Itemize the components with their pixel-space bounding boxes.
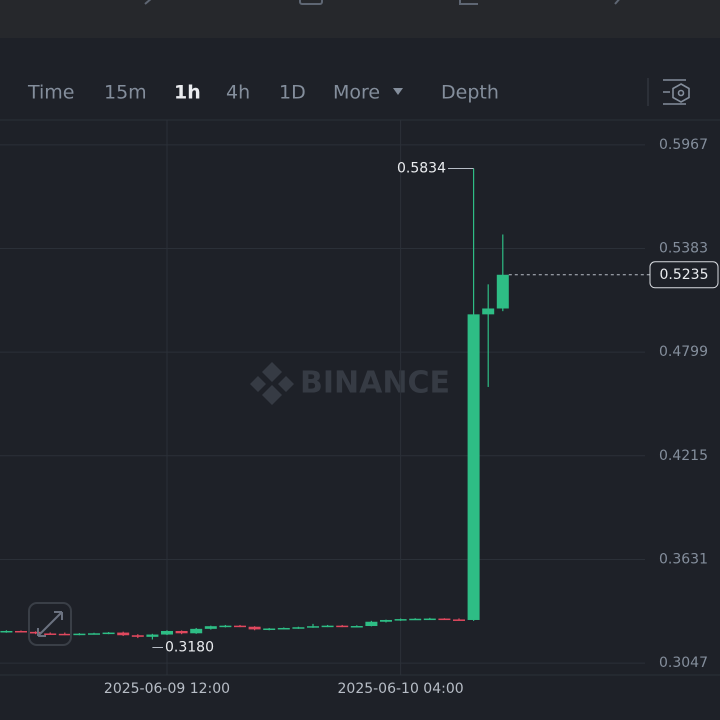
candle-body bbox=[453, 619, 465, 621]
interval-tab[interactable]: 1h bbox=[174, 82, 201, 104]
candle-body bbox=[234, 625, 246, 628]
candle-body bbox=[29, 631, 42, 634]
candle-body bbox=[117, 632, 130, 636]
last-price-box bbox=[649, 261, 719, 289]
y-tick-label: 0.4799 bbox=[659, 344, 708, 360]
candle-body bbox=[248, 626, 261, 630]
toolbar: Time 15m 1h 4h 1D More Depth bbox=[27, 82, 499, 104]
interval-tab[interactable]: 1D bbox=[279, 82, 306, 104]
candle-body bbox=[365, 621, 378, 627]
candle-body bbox=[146, 634, 159, 637]
candle-body bbox=[102, 632, 115, 635]
settings-icon[interactable] bbox=[663, 79, 690, 105]
candle-body bbox=[219, 625, 232, 628]
y-tick-label: 0.3047 bbox=[659, 655, 708, 671]
x-tick-label: 2025-06-10 04:00 bbox=[338, 681, 464, 697]
watermark: BINANCE bbox=[250, 362, 450, 405]
candle-body bbox=[467, 314, 480, 620]
interval-tab[interactable]: 15m bbox=[104, 82, 147, 104]
interval-tab[interactable]: Time bbox=[27, 82, 75, 104]
dropdown-arrow bbox=[393, 88, 403, 95]
candle-body bbox=[423, 618, 436, 621]
candle-body bbox=[58, 633, 71, 636]
candle-body bbox=[409, 618, 422, 621]
candle-body bbox=[350, 626, 363, 628]
candle-body bbox=[482, 308, 495, 315]
y-tick-label: 0.4215 bbox=[659, 448, 708, 464]
low-label: 0.3180 bbox=[165, 640, 214, 656]
candle-body bbox=[15, 630, 27, 633]
candle-body bbox=[394, 619, 407, 621]
candle-body bbox=[161, 630, 173, 635]
candle-body bbox=[263, 628, 276, 630]
candle-body bbox=[321, 625, 334, 628]
interval-tab[interactable]: 4h bbox=[226, 82, 250, 104]
candle-body bbox=[277, 627, 290, 630]
candle-body bbox=[175, 630, 188, 634]
top-icons bbox=[144, 0, 620, 5]
y-tick-label: 0.3631 bbox=[659, 551, 708, 567]
last-price-label: 0.5235 bbox=[660, 267, 709, 283]
interval-tab[interactable]: Depth bbox=[441, 82, 499, 104]
x-tick-label: 2025-06-09 12:00 bbox=[104, 681, 230, 697]
candle-body bbox=[0, 630, 13, 633]
candle-body bbox=[88, 633, 100, 635]
expand-button[interactable] bbox=[28, 602, 72, 646]
interval-tab[interactable]: More bbox=[333, 82, 380, 104]
candle-body bbox=[496, 274, 509, 309]
candle-body bbox=[380, 619, 392, 622]
candle-body bbox=[336, 625, 349, 628]
high-label: 0.5834 bbox=[397, 160, 446, 176]
candle-body bbox=[190, 628, 203, 634]
plot: BINANCE bbox=[0, 120, 645, 675]
candle-body bbox=[204, 626, 217, 629]
candle-body bbox=[73, 633, 86, 636]
top-bar bbox=[0, 0, 720, 38]
candle-body bbox=[307, 626, 319, 628]
candle-body bbox=[438, 618, 451, 621]
watermark-text: BINANCE bbox=[300, 366, 450, 401]
candle-body bbox=[292, 627, 305, 629]
y-tick-label: 0.5383 bbox=[659, 241, 708, 257]
candle-body bbox=[44, 633, 57, 635]
y-tick-label: 0.5967 bbox=[659, 137, 708, 153]
candle-body bbox=[131, 635, 144, 637]
